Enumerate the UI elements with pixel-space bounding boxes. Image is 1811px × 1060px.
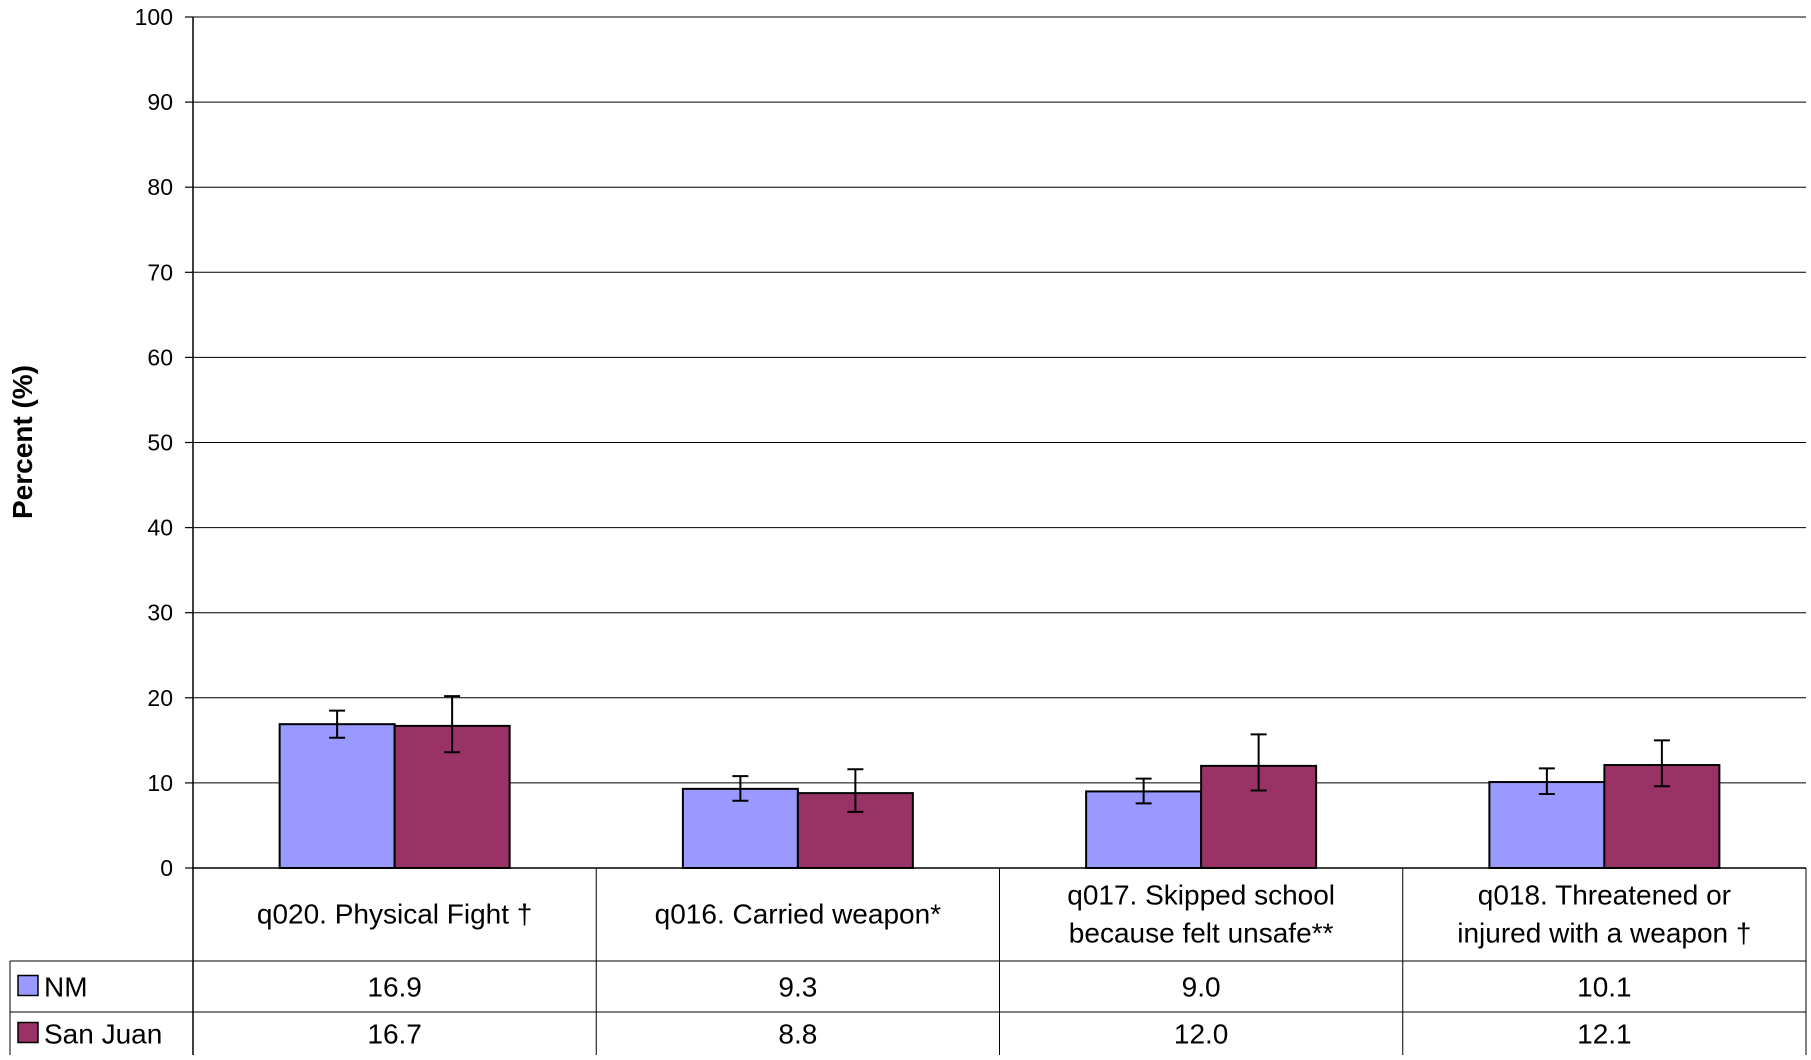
data-table-value: 12.1 — [1577, 1019, 1632, 1050]
data-table-value: 10.1 — [1577, 972, 1632, 1003]
data-table-value: 8.8 — [778, 1019, 817, 1050]
category-label: q017. Skipped school — [1067, 880, 1335, 911]
legend-label: San Juan — [44, 1019, 162, 1050]
category-label: q016. Carried weapon* — [655, 899, 942, 930]
y-tick-label: 100 — [135, 4, 173, 30]
bar — [1488, 781, 1606, 870]
y-tick-label: 40 — [147, 515, 173, 541]
y-tick-label: 80 — [147, 174, 173, 200]
data-table-value: 9.0 — [1182, 972, 1221, 1003]
y-axis-label: Percent (%) — [7, 365, 38, 519]
y-tick-label: 0 — [160, 855, 173, 881]
category-label: q020. Physical Fight † — [257, 899, 533, 930]
data-table-value: 16.7 — [367, 1019, 422, 1050]
legend-swatch — [17, 974, 39, 997]
y-tick-label: 70 — [147, 259, 173, 285]
y-tick-label: 10 — [147, 770, 173, 796]
legend-label: NM — [44, 972, 88, 1003]
y-tick-label: 30 — [147, 600, 173, 626]
bar — [278, 723, 396, 870]
data-table-value: 16.9 — [367, 972, 422, 1003]
y-tick-label: 20 — [147, 685, 173, 711]
legend-swatch — [17, 1021, 39, 1044]
data-table-value: 9.3 — [778, 972, 817, 1003]
y-tick-label: 50 — [147, 430, 173, 456]
bar — [681, 787, 799, 869]
data-table-value: 12.0 — [1174, 1019, 1229, 1050]
category-label: injured with a weapon † — [1457, 918, 1751, 949]
y-tick-label: 90 — [147, 89, 173, 115]
category-label: because felt unsafe** — [1069, 918, 1334, 949]
category-label: q018. Threatened or — [1478, 880, 1731, 911]
y-tick-label: 60 — [147, 344, 173, 370]
